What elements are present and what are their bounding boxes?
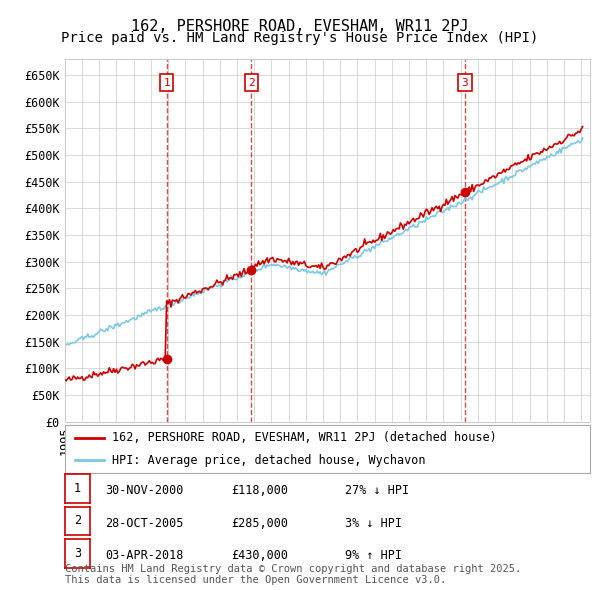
Text: 03-APR-2018: 03-APR-2018 [105, 549, 184, 562]
Text: £118,000: £118,000 [231, 484, 288, 497]
Text: 2: 2 [248, 78, 254, 87]
Text: £285,000: £285,000 [231, 517, 288, 530]
Text: 3% ↓ HPI: 3% ↓ HPI [345, 517, 402, 530]
Text: HPI: Average price, detached house, Wychavon: HPI: Average price, detached house, Wych… [112, 454, 425, 467]
Text: 2: 2 [74, 514, 81, 527]
Text: 1: 1 [163, 78, 170, 87]
Text: £430,000: £430,000 [231, 549, 288, 562]
Text: Price paid vs. HM Land Registry's House Price Index (HPI): Price paid vs. HM Land Registry's House … [61, 31, 539, 45]
Text: 30-NOV-2000: 30-NOV-2000 [105, 484, 184, 497]
Text: 3: 3 [461, 78, 469, 87]
Text: Contains HM Land Registry data © Crown copyright and database right 2025.
This d: Contains HM Land Registry data © Crown c… [65, 563, 521, 585]
Text: 9% ↑ HPI: 9% ↑ HPI [345, 549, 402, 562]
Text: 3: 3 [74, 547, 81, 560]
Text: 162, PERSHORE ROAD, EVESHAM, WR11 2PJ (detached house): 162, PERSHORE ROAD, EVESHAM, WR11 2PJ (d… [112, 431, 497, 444]
Text: 28-OCT-2005: 28-OCT-2005 [105, 517, 184, 530]
Text: 1: 1 [74, 482, 81, 495]
Text: 162, PERSHORE ROAD, EVESHAM, WR11 2PJ: 162, PERSHORE ROAD, EVESHAM, WR11 2PJ [131, 19, 469, 34]
Text: 27% ↓ HPI: 27% ↓ HPI [345, 484, 409, 497]
